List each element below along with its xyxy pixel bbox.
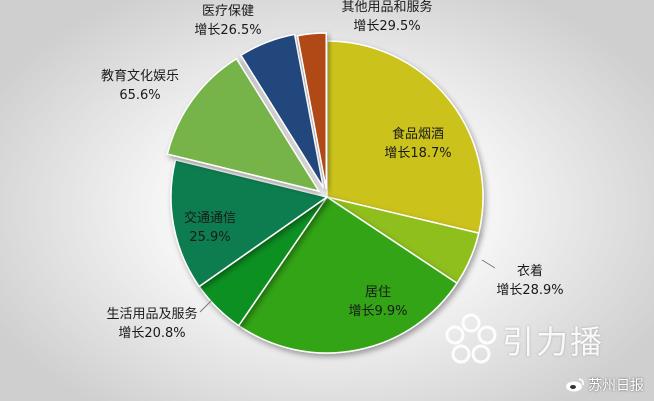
slice-label-name: 居住: [365, 285, 391, 300]
slice-label-7: 医疗保健增长26.5%: [194, 4, 261, 38]
slice-label-3: 居住增长9.9%: [348, 285, 407, 319]
slice-label-name: 教育文化娱乐: [101, 68, 179, 84]
slice-label-name: 食品烟酒: [392, 126, 444, 142]
slice-label-4: 生活用品及服务增长20.8%: [106, 306, 197, 341]
pie-slice-1: [326, 40, 484, 235]
slice-label-name: 交通通信: [184, 210, 236, 226]
slice-label-value: 增长18.7%: [384, 146, 451, 161]
slice-label-1: 食品烟酒增长18.7%: [384, 126, 451, 161]
slice-label-8: 其他用品和服务增长29.5%: [341, 0, 432, 34]
slice-label-value: 增长26.5%: [194, 23, 261, 38]
slice-label-name: 生活用品及服务: [106, 306, 197, 322]
pie-slice-8: [296, 32, 328, 190]
leader-line-4: [199, 299, 213, 313]
pie-slice-6: [166, 57, 321, 193]
slice-label-name: 其他用品和服务: [341, 0, 432, 15]
slice-label-value: 增长28.9%: [496, 283, 563, 298]
pie-slice-3: [237, 195, 459, 354]
slice-label-value: 65.6%: [119, 88, 160, 103]
slice-label-value: 增长29.5%: [353, 19, 420, 34]
slice-label-value: 增长20.8%: [118, 326, 185, 341]
slice-label-5: 交通通信 25.9%: [184, 210, 236, 245]
leader-line-2: [481, 259, 496, 269]
slice-label-name: 医疗保健: [202, 4, 254, 19]
slice-label-name: 衣着: [517, 263, 543, 279]
slice-label-value: 增长9.9%: [348, 304, 407, 319]
slice-label-2: 衣着增长28.9%: [496, 263, 563, 298]
slice-label-value: 25.9%: [189, 230, 230, 245]
slice-label-6: 教育文化娱乐 65.6%: [101, 68, 179, 103]
pie-slice-7: [239, 33, 325, 189]
pie-slice-5: [170, 159, 329, 288]
